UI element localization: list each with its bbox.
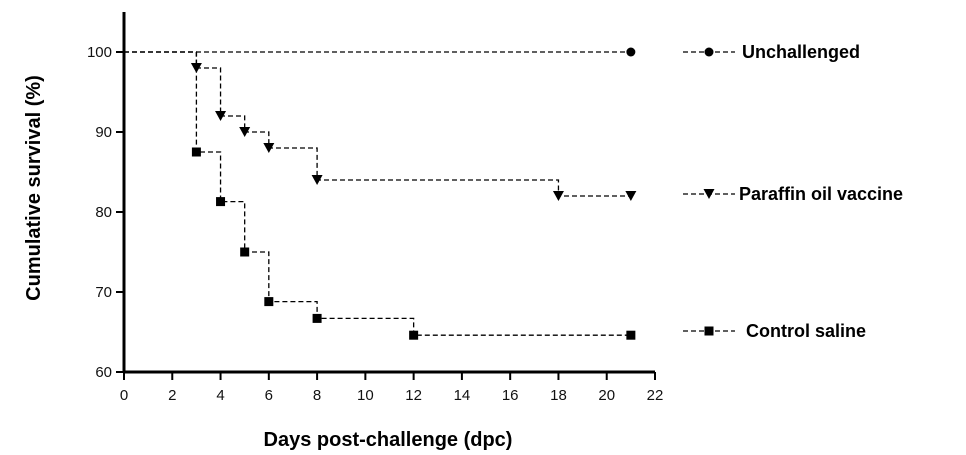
data-point: [626, 330, 636, 340]
x-tick-label: 8: [313, 387, 321, 404]
data-point: [264, 297, 274, 307]
legend-item: Paraffin oil vaccine: [683, 184, 903, 204]
x-tick-label: 0: [120, 387, 128, 404]
axes-layer: 0 2 4 6 8 10 12 14 16 18 20 22 60 70 80 90 100: [87, 12, 663, 404]
legend-label: Paraffin oil vaccine: [739, 184, 903, 204]
data-point: [625, 191, 637, 201]
x-tick-label: 2: [168, 387, 176, 404]
legend-label: Control saline: [746, 321, 866, 341]
data-point: [191, 147, 201, 157]
legend-marker: [704, 47, 714, 57]
legend-marker: [704, 326, 714, 336]
data-point: [240, 247, 250, 257]
x-tick-label: 16: [502, 387, 519, 404]
y-tick-label: 100: [87, 44, 112, 61]
x-axis-title: Days post-challenge (dpc): [264, 429, 513, 451]
x-tick-label: 20: [598, 387, 615, 404]
x-tick-label: 12: [405, 387, 422, 404]
data-point: [409, 330, 419, 340]
x-tick-label: 18: [550, 387, 567, 404]
data-point: [216, 197, 226, 207]
y-axis-title: Cumulative survival (%): [23, 75, 45, 301]
x-tick-label: 22: [647, 387, 664, 404]
x-tick-label: 14: [454, 387, 471, 404]
data-point: [626, 47, 636, 57]
series-2: [124, 51, 636, 340]
x-tick-label: 4: [216, 387, 224, 404]
data-point: [312, 313, 322, 323]
series-layer: [124, 47, 637, 340]
series-1: [124, 51, 637, 201]
legend-item: Control saline: [683, 321, 866, 341]
y-tick-label: 70: [95, 284, 112, 301]
y-tick-label: 60: [95, 364, 112, 381]
x-tick-label: 10: [357, 387, 374, 404]
series-0: [124, 47, 636, 57]
y-tick-label: 90: [95, 124, 112, 141]
data-point: [552, 191, 564, 201]
x-tick-label: 6: [265, 387, 273, 404]
data-point: [239, 127, 251, 137]
data-point: [263, 143, 275, 153]
data-point: [215, 111, 227, 121]
legend-marker: [703, 189, 715, 199]
legend: Unchallenged Paraffin oil vaccine Control …: [683, 42, 903, 341]
y-tick-label: 80: [95, 204, 112, 221]
data-point: [311, 175, 323, 185]
legend-label: Unchallenged: [742, 42, 860, 62]
series-line: [124, 51, 631, 197]
legend-item: Unchallenged: [683, 42, 860, 62]
